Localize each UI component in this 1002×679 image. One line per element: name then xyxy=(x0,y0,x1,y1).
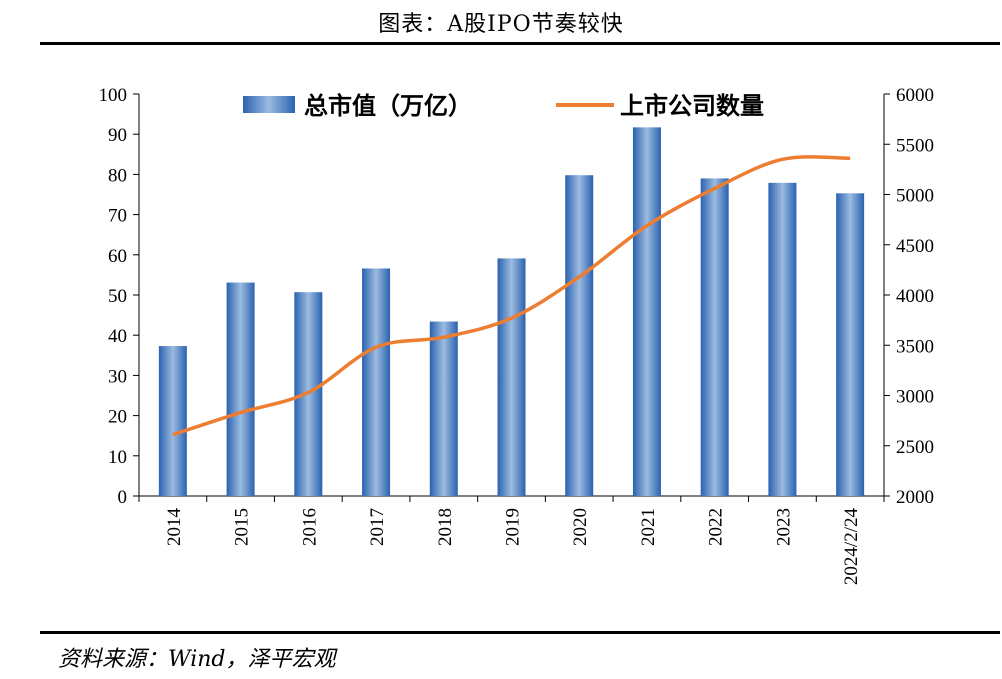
y-right-tick-label: 4000 xyxy=(896,286,934,307)
x-tick-label: 2024/2/24 xyxy=(841,508,862,586)
y-right-tick-label: 5000 xyxy=(896,186,934,207)
y-left-tick-label: 30 xyxy=(108,366,127,387)
y-right-tick-label: 2500 xyxy=(896,437,934,458)
chart-title: 图表：A股IPO节奏较快 xyxy=(378,12,624,37)
bar xyxy=(226,282,255,496)
y-left-tick-label: 0 xyxy=(118,487,128,508)
bar xyxy=(429,321,458,496)
line-series xyxy=(172,155,851,437)
y-right-tick-label: 6000 xyxy=(896,85,934,106)
bottom-rule xyxy=(40,631,1000,634)
y-left-tick-label: 40 xyxy=(108,326,127,347)
y-right-tick-label: 3000 xyxy=(896,387,934,408)
y-left-tick-label: 20 xyxy=(108,407,127,428)
legend-bar-label: 总市值（万亿） xyxy=(304,92,472,120)
y-right-tick-label: 4500 xyxy=(896,236,934,257)
y-right-tick-label: 3500 xyxy=(896,336,934,357)
x-tick-label: 2018 xyxy=(435,508,456,546)
y-right-tick-label: 2000 xyxy=(896,487,934,508)
bar xyxy=(768,182,797,497)
bar xyxy=(158,346,187,496)
x-tick-label: 2022 xyxy=(706,508,727,546)
legend: 总市值（万亿） 上市公司数量 xyxy=(243,92,764,120)
tick-labels: 0 10 20 30 40 50 60 70 80 90 100 2000 2500 3000 3500 40… xyxy=(99,85,935,585)
x-tick-label: 2020 xyxy=(570,508,591,546)
legend-bar-swatch xyxy=(243,96,295,113)
y-left-tick-label: 50 xyxy=(108,286,127,307)
y-left-tick-label: 90 xyxy=(108,125,127,146)
y-right-tick-label: 5500 xyxy=(896,135,934,156)
y-left-tick-label: 70 xyxy=(108,206,127,227)
x-tick-label: 2019 xyxy=(503,508,524,546)
y-left-tick-label: 60 xyxy=(108,246,127,267)
bar xyxy=(362,268,391,496)
bar xyxy=(565,175,594,497)
y-left-tick-label: 100 xyxy=(99,85,128,106)
bar xyxy=(700,178,729,497)
legend-line-label: 上市公司数量 xyxy=(620,92,764,120)
x-tick-label: 2016 xyxy=(299,508,320,546)
bars xyxy=(158,127,865,497)
x-tick-label: 2021 xyxy=(638,508,659,546)
x-tick-label: 2017 xyxy=(367,508,388,546)
y-left-tick-label: 10 xyxy=(108,447,127,468)
top-rule xyxy=(40,42,1000,45)
bar xyxy=(497,258,526,496)
source-note: 资料来源：Wind，泽平宏观 xyxy=(58,647,336,672)
bar xyxy=(836,193,865,496)
x-tick-label: 2015 xyxy=(232,508,253,546)
bar xyxy=(632,127,661,496)
y-left-tick-label: 80 xyxy=(108,165,127,186)
x-tick-label: 2014 xyxy=(164,508,185,547)
x-tick-label: 2023 xyxy=(773,508,794,546)
